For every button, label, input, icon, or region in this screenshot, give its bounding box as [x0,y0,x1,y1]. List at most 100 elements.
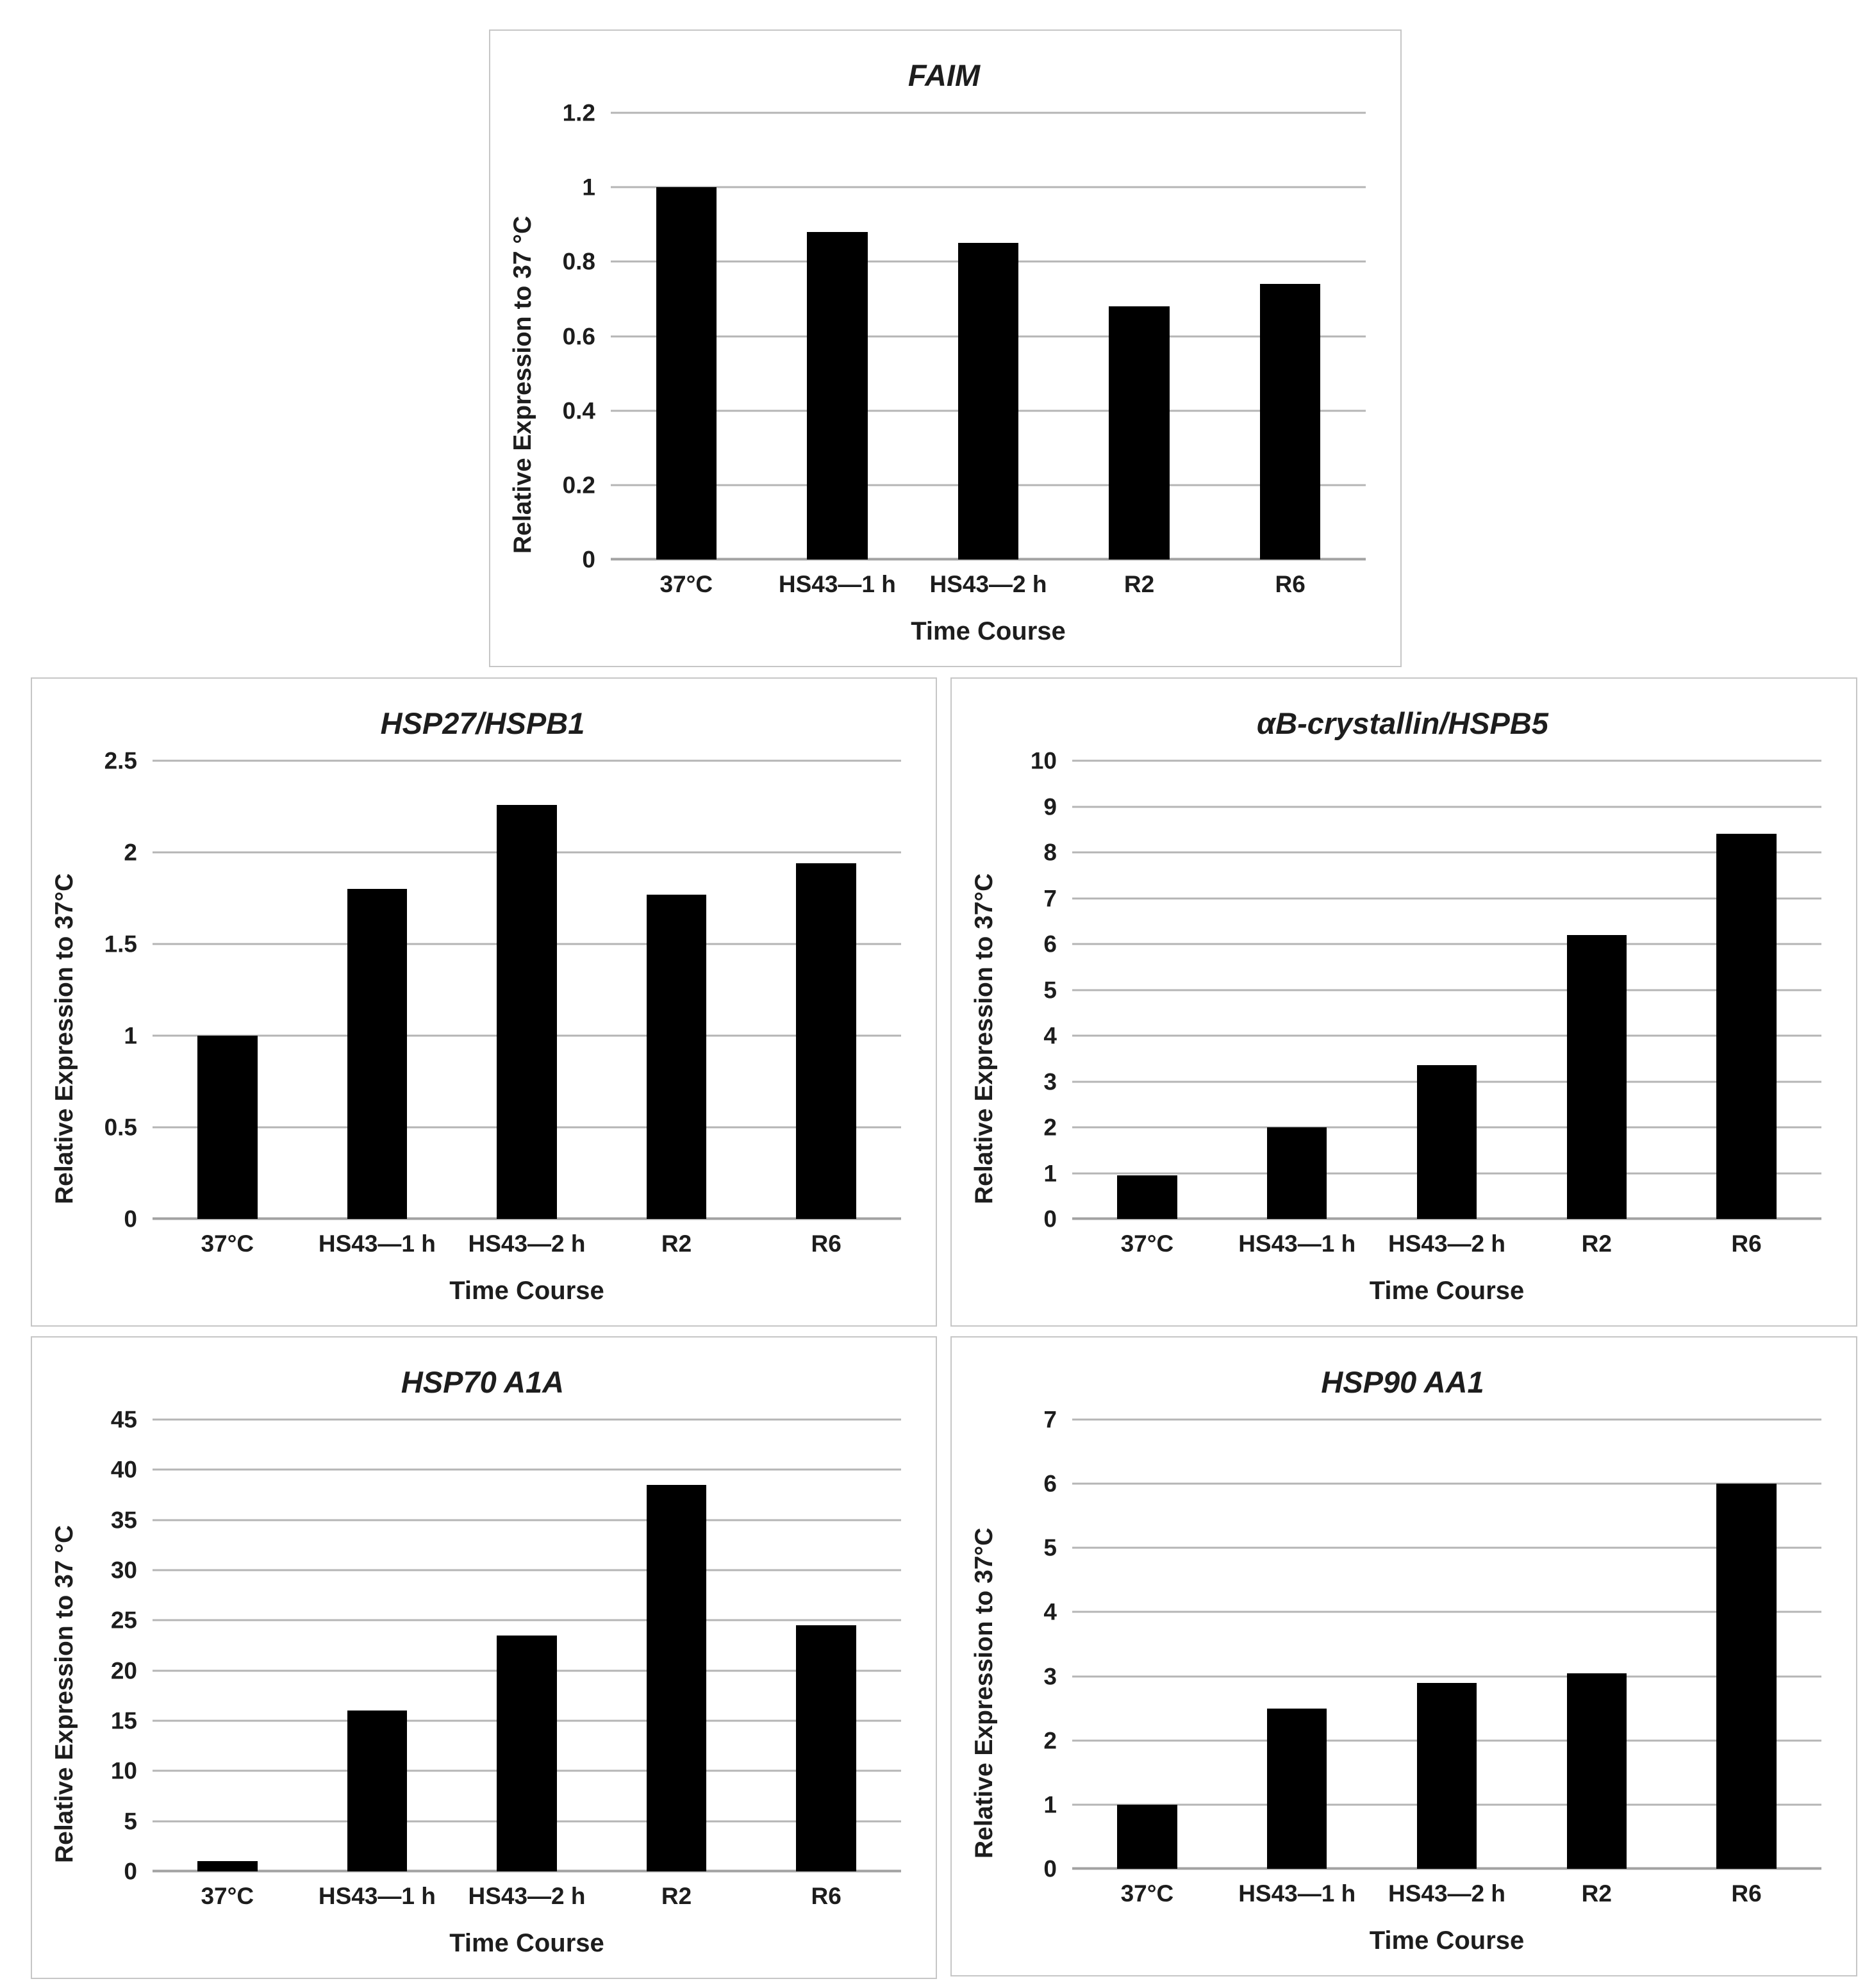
plot-area [153,1418,901,1873]
x-axis-ticks: 37°C HS43—1 h HS43—2 h R2 R6 [153,1871,901,1929]
x-tick-label: R2 [661,1883,692,1909]
y-tick-label: 25 [110,1607,137,1634]
bar-slot [1222,1420,1372,1869]
gridline [611,186,1366,188]
plot-area [1072,1418,1821,1870]
bars-layer [1072,1420,1821,1869]
gridline [1072,759,1821,762]
chart-title: αB-crystallin/HSPB5 [1257,706,1548,740]
gridline [153,1468,901,1471]
bar-slot [611,113,762,559]
bar-slot [1521,761,1671,1219]
y-tick-label: 7 [1043,885,1057,911]
bar-slot [1671,761,1821,1219]
y-tick-label: 0.6 [562,323,595,349]
gridline [153,1569,901,1571]
y-tick-label: 35 [110,1507,137,1534]
x-tick-label: 37°C [201,1883,254,1909]
y-axis-ticks: 0 0.2 0.4 0.6 0.8 1 1.2 [544,101,611,572]
y-tick-label: 4 [1043,1598,1057,1625]
plot-row: 0 0.2 0.4 0.6 0.8 1 1.2 [544,101,1386,572]
bar-slot [1372,761,1522,1219]
gridline [153,759,901,762]
gridline [1072,943,1821,945]
chart-hsp70-a1a: HSP70 A1A Relative Expression to 37 °C 0… [31,1336,937,1979]
bars-layer [153,761,901,1219]
bar-slot [153,1420,303,1871]
plot-row: 0 0.5 1 1.5 2 2.5 [86,749,922,1231]
y-tick-label: 6 [1043,1470,1057,1497]
y-axis-label: Relative Expression to 37 °C [509,215,536,554]
y-axis-label: Relative Expression to 37°C [51,873,78,1204]
bar [796,1625,856,1871]
x-axis-label: Time Course [911,617,1066,645]
bars-layer [1072,761,1821,1219]
y-tick-label: 5 [1043,1534,1057,1561]
bar-slot [1064,113,1215,559]
gridline [1072,897,1821,899]
chart-body: Relative Expression to 37°C 0 1 2 3 4 5 6 7 8 9 10… [963,749,1842,1316]
y-tick-label: 0 [582,546,595,573]
y-tick-label: 1 [1043,1160,1057,1186]
plot-row: 0 1 2 3 4 5 6 7 8 9 10 [1006,749,1842,1231]
y-tick-label: 2 [1043,1114,1057,1141]
chart-title: FAIM [908,58,981,92]
bar-slot [602,1420,752,1871]
x-tick-label: R2 [1581,1880,1612,1907]
bar-slot [1072,1420,1222,1869]
bar-slot [602,761,752,1219]
bar [957,243,1019,559]
x-tick-label: HS43—2 h [929,571,1047,597]
bar [646,894,707,1219]
y-tick-label: 1 [582,174,595,201]
y-tick-label: 2 [1043,1727,1057,1754]
chart-title: HSP90 AA1 [1321,1364,1484,1399]
bar [197,1036,258,1219]
gridline [153,1619,901,1621]
x-axis-label: Time Course [1369,1926,1525,1955]
bar [347,1711,408,1871]
bar-slot [303,761,452,1219]
y-axis-ticks: 0 5 10 15 20 25 30 35 40 45 [86,1408,153,1884]
y-tick-label: 3 [1043,1663,1057,1690]
x-tick-label: 37°C [1120,1880,1174,1907]
bar-slot [452,1420,602,1871]
bars-layer [153,1420,901,1871]
gridline [1072,1482,1821,1485]
bar [1260,284,1321,559]
x-tick-label: HS43—1 h [1238,1880,1356,1907]
gridline [611,112,1366,114]
y-tick-label: 2 [124,839,137,866]
chart-body: Relative Expression to 37 °C 0 5 10 15 20 25 3… [44,1408,922,1969]
bar [1109,306,1170,559]
plot-column: 0 5 10 15 20 25 30 35 40 45 37°C HS43—1 h HS43—2 h R… [86,1408,922,1969]
y-tick-label: 1 [124,1022,137,1049]
y-tick-label: 9 [1043,793,1057,820]
bar [1266,1127,1327,1219]
bar [656,187,717,559]
y-axis-ticks: 0 1 2 3 4 5 6 7 8 9 10 [1006,749,1072,1231]
plot-column: 0 0.5 1 1.5 2 2.5 37°C HS43—1 h HS43—2 h R2 R6 Ti… [86,749,922,1316]
x-tick-label: HS43—1 h [318,1883,436,1909]
plot-column: 0 1 2 3 4 5 6 7 37°C HS43—1 h HS43—2 h R2 R6 Time C… [1006,1408,1842,1966]
bar-slot [751,1420,901,1871]
x-tick-label: R2 [1123,571,1155,597]
y-tick-label: 10 [110,1757,137,1784]
gridline [1072,989,1821,991]
x-axis-ticks: 37°C HS43—1 h HS43—2 h R2 R6 [1072,1219,1821,1277]
plot-column: 0 0.2 0.4 0.6 0.8 1 1.2 37°C HS43—1 h HS43—2 h R2… [544,101,1386,657]
y-tick-label: 3 [1043,1068,1057,1095]
y-tick-label: 6 [1043,931,1057,957]
bar [1117,1175,1177,1219]
y-tick-label: 0.8 [562,248,595,275]
bar-slot [303,1420,452,1871]
x-axis-ticks: 37°C HS43—1 h HS43—2 h R2 R6 [153,1219,901,1277]
y-tick-label: 45 [110,1406,137,1433]
bar-slot [1372,1420,1522,1869]
x-tick-label: HS43—2 h [1388,1230,1505,1257]
bar [1416,1065,1477,1219]
y-tick-label: 0.4 [562,397,595,424]
bar-slot [1072,761,1222,1219]
x-tick-label: 37°C [201,1230,254,1257]
